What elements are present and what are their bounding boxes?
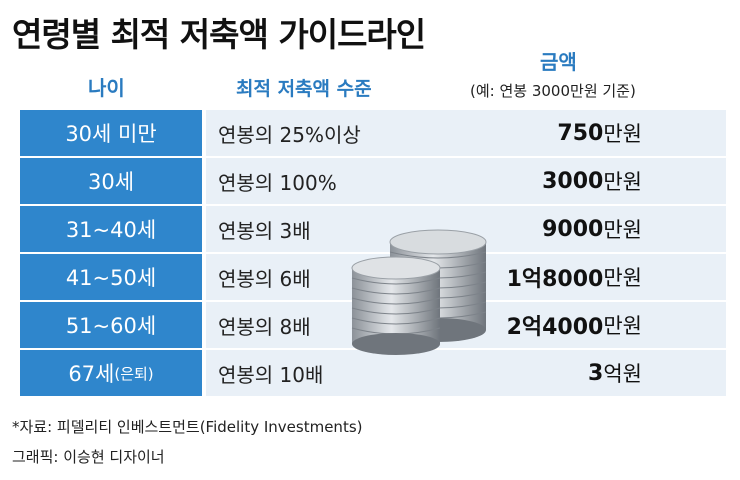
age-cell: 41~50세 — [20, 254, 202, 300]
level-cell: 연봉의 6배 — [218, 266, 311, 291]
age-cell: 51~60세 — [20, 302, 202, 348]
age-cell: 67세 (은퇴) — [20, 350, 202, 396]
column-header-amount-sub: (예: 연봉 3000만원 기준) — [470, 82, 636, 100]
column-header-amount: 금액 — [540, 50, 577, 74]
amount-cell: 750 만원 — [557, 120, 642, 147]
age-cell: 31~40세 — [20, 206, 202, 252]
level-cell-bg — [206, 110, 726, 156]
level-cell: 연봉의 3배 — [218, 218, 311, 243]
coin-stacks-icon — [351, 229, 487, 355]
savings-table: 30세 미만 연봉의 25%이상 750 만원 30세 연봉의 100% 3000… — [20, 110, 726, 398]
table-row: 67세 (은퇴) 연봉의 10배 3 억원 — [20, 350, 726, 396]
level-cell-bg — [206, 158, 726, 204]
amount-cell: 2억4000 만원 — [506, 314, 642, 340]
level-cell: 연봉의 10배 — [218, 362, 324, 387]
level-cell: 연봉의 25%이상 — [218, 122, 361, 147]
age-cell: 30세 — [20, 158, 202, 204]
page-title: 연령별 최적 저축액 가이드라인 — [12, 15, 426, 54]
table-row: 30세 미만 연봉의 25%이상 750 만원 — [20, 110, 726, 156]
amount-cell: 1억8000 만원 — [506, 266, 642, 292]
column-header-age: 나이 — [88, 76, 125, 100]
level-cell-bg — [206, 350, 726, 396]
credit-note: 그래픽: 이승현 디자이너 — [12, 448, 165, 466]
amount-cell: 9000 만원 — [542, 216, 642, 243]
source-note: *자료: 피델리티 인베스트먼트(Fidelity Investments) — [12, 418, 363, 436]
amount-cell: 3 억원 — [588, 360, 642, 387]
table-row: 31~40세 연봉의 3배 9000 만원 — [20, 206, 726, 252]
column-header-level: 최적 저축액 수준 — [236, 78, 372, 100]
age-cell: 30세 미만 — [20, 110, 202, 156]
amount-cell: 3000 만원 — [542, 168, 642, 195]
table-row: 30세 연봉의 100% 3000 만원 — [20, 158, 726, 204]
level-cell: 연봉의 100% — [218, 170, 337, 195]
level-cell: 연봉의 8배 — [218, 314, 311, 339]
